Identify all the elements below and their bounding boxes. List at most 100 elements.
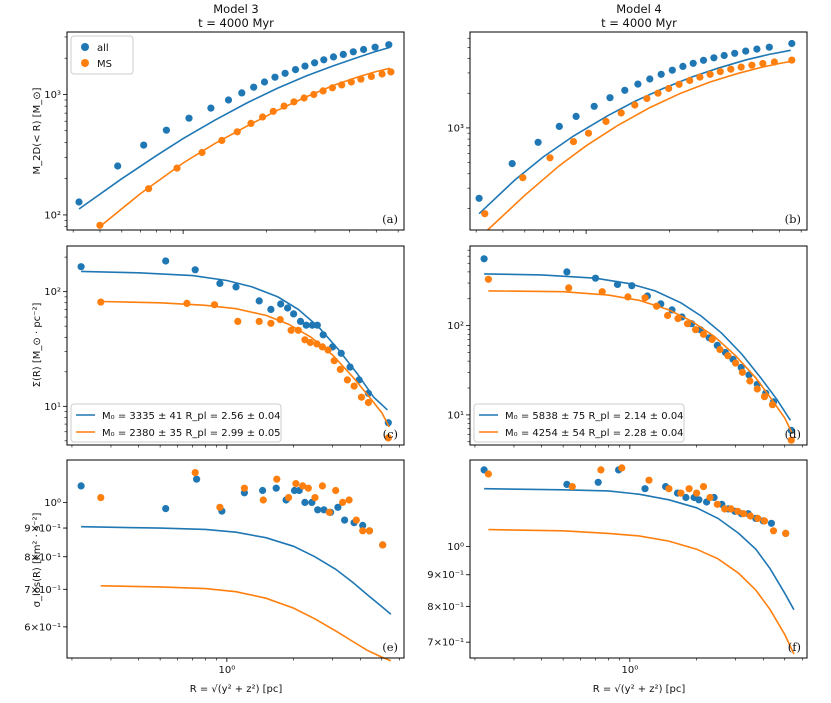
panel-e-all-point (272, 484, 280, 492)
panel-e-ms-point (97, 494, 105, 502)
panel-d-y-tick-label: 10¹ (447, 410, 464, 421)
panel-d-all-point (480, 255, 488, 263)
panel-e-ms-point (352, 516, 360, 524)
panel-f-y-tick-label: 9×10⁻¹ (427, 570, 464, 581)
panel-b-all-point (590, 102, 598, 110)
panel-f-all-point (682, 493, 690, 502)
panel-c-label: (c) (383, 427, 398, 441)
panel-e-ms-point (339, 498, 347, 506)
panel-d-ms-point (699, 330, 708, 338)
panel-e-y-tick-label: 7×10⁻¹ (24, 585, 61, 596)
panel-a-all-point (75, 198, 83, 206)
panel-e-y-tick-label: 10⁰ (44, 498, 61, 509)
panel-b-all-point (765, 43, 773, 51)
panel-b-ms-point (665, 84, 673, 93)
panel-e-ms-point (325, 508, 333, 516)
panel-e-all-point (359, 521, 367, 530)
panel-f-ms-point (693, 489, 701, 497)
panel-f-all-point (767, 519, 776, 527)
panel-b-all-fit-line (478, 49, 791, 215)
panel-f-ms-point (618, 464, 626, 472)
panel-c-y-tick-label: 10² (44, 287, 61, 298)
panel-c-ms-point (234, 317, 242, 325)
panel-e-all-point (301, 498, 309, 506)
panel-e-all-point (314, 506, 322, 514)
panel-c-ms-point (255, 317, 263, 325)
panel-a-all-point (238, 89, 246, 97)
panel-d-ms-point (692, 326, 700, 334)
panel-c-all-fit-line (81, 270, 388, 411)
panel-c-ms-point (301, 336, 309, 344)
panel-a-label: (a) (382, 212, 398, 226)
panel-f-ms-point (721, 505, 729, 513)
panel-a-ms-point (357, 75, 365, 83)
panel-a-all-point (349, 48, 357, 56)
panel-a-frame (66, 31, 405, 231)
panel-d-ms-point (683, 320, 692, 328)
panel-d-ms-point (653, 302, 661, 310)
panel-b-frame (469, 31, 808, 231)
panel-d-ms-point (674, 315, 682, 323)
panel-e: 6×10⁻¹ 7×10⁻¹ 8×10⁻¹ 9×10⁻¹ 10⁰ 10⁰ (e) (24, 459, 405, 676)
panel-b-ms-point (748, 61, 756, 69)
panel-a-all-point (329, 53, 338, 61)
panel-f-ms-fit-line (488, 528, 795, 655)
panel-a-ms-point (280, 102, 288, 110)
panel-f: 7×10⁻¹ 8×10⁻¹ 9×10⁻¹ 10⁰ 10⁰ (f) (427, 459, 808, 676)
fit-legend-model-3-text-all: M₀ = 3335 ± 41 R_pl = 2.56 ± 0.04 (102, 411, 281, 422)
panel-e-all-point (320, 506, 328, 514)
panel-b-all-point (508, 160, 516, 168)
panel-b-ms-point (716, 68, 724, 76)
panel-a-ms-point (300, 94, 308, 102)
panel-e-ms-point (345, 496, 353, 504)
panel-e-ms-point (259, 496, 267, 504)
panel-a-all-point (140, 141, 148, 149)
panel-e-ms-point (318, 482, 326, 490)
panel-a-ms-point (378, 70, 386, 78)
panel-e-ms-point (359, 527, 367, 535)
panel-c: 10¹ 10² (c) (44, 245, 405, 449)
panel-d-ms-point (787, 436, 795, 444)
panel-b-all-point (534, 138, 542, 146)
panel-b-all-point (657, 70, 665, 78)
panel-b-ms-point (643, 94, 651, 103)
panel-c-ms-point (324, 346, 332, 354)
fit-legend-model-4-text-all: M₀ = 5838 ± 75 R_pl = 2.14 ± 0.04 (505, 411, 684, 422)
panel-b-ms-point (617, 109, 625, 117)
panel-b-ms-point (602, 117, 610, 125)
panel-f-ms-point (665, 485, 673, 493)
panel-c-frame (66, 245, 405, 446)
panel-c-ms-point (183, 299, 191, 307)
panel-a-ms-point (269, 107, 277, 115)
panel-c-all-point (290, 310, 298, 318)
panel-d-ms-point (708, 335, 716, 344)
panel-c-ms-point (336, 365, 344, 373)
panel-d-ms-point (598, 288, 606, 296)
panel-e-all-point (259, 486, 267, 495)
panel-f-all-point (594, 478, 602, 486)
panel-a-all-point (385, 41, 393, 49)
panel-c-all-point (302, 321, 310, 329)
panel-f-ms-point (484, 470, 492, 478)
column-subtitle-model-4: t = 4000 Myr (601, 16, 677, 30)
panel-a-all-point (281, 69, 289, 77)
panel-d-ms-point (768, 401, 777, 409)
panel-f-ms-point (677, 489, 685, 497)
x-axis-label-model-3: R = √(y² + z²) [pc] (190, 684, 283, 695)
panel-a-all-point (114, 162, 122, 170)
panel-c-all-point (296, 317, 305, 325)
panel-f-ms-point (734, 507, 742, 515)
panel-d-all-point (563, 268, 571, 276)
panel-a-ms-point (259, 113, 267, 121)
panel-c-all-point (277, 300, 285, 308)
panel-a-ms-point (338, 81, 346, 89)
panel-f-ms-point (713, 500, 721, 508)
panel-f-ms-point (782, 529, 790, 538)
panel-c-ms-point (313, 340, 321, 348)
panel-d-ms-point (753, 385, 761, 393)
panel-b-ms-point (519, 174, 527, 182)
y-axis-label-row-1: Σ(R) [M_⊙ · pc⁻²] (32, 303, 43, 388)
panel-e-ms-fit-line (100, 585, 392, 662)
panel-c-all-point (284, 304, 292, 312)
panel-e-ms-point (240, 484, 248, 492)
